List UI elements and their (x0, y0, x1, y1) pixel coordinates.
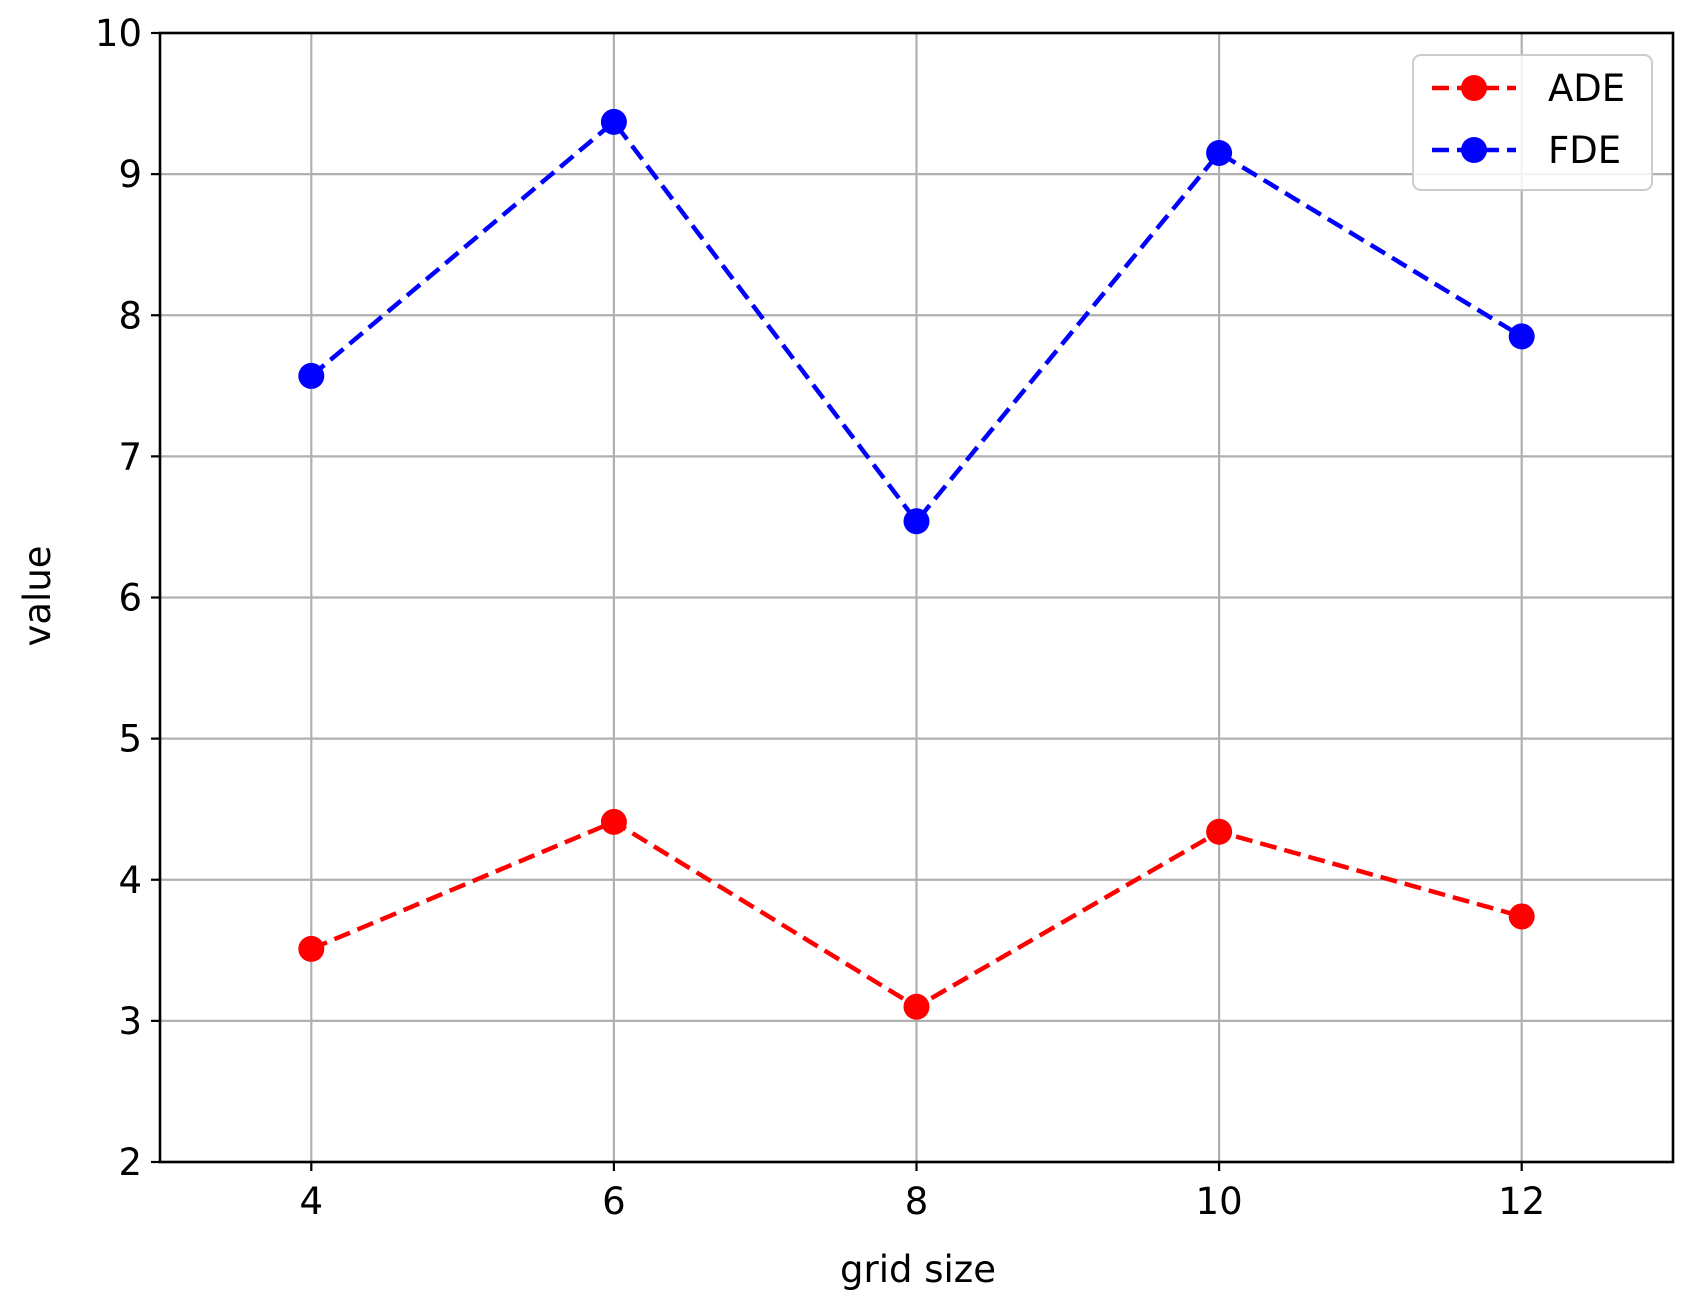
series-fde (298, 108, 1535, 535)
data-point-ade (1508, 903, 1535, 930)
y-tick-label: 8 (118, 294, 142, 337)
y-tick-label: 9 (118, 153, 142, 196)
y-tick-label: 6 (118, 577, 142, 620)
y-tick-label: 2 (118, 1141, 142, 1184)
legend-label-ade: ADE (1548, 67, 1625, 110)
data-point-ade (600, 808, 627, 835)
data-point-ade (1206, 818, 1233, 845)
y-tick-label: 10 (95, 12, 142, 55)
data-point-fde (600, 108, 627, 135)
legend-marker-ade (1461, 75, 1487, 101)
y-axis-label: value (16, 545, 59, 646)
y-tick-label: 4 (118, 859, 142, 902)
x-axis-label: grid size (840, 1248, 996, 1291)
y-tick-label: 5 (118, 718, 142, 761)
x-tick-label: 6 (602, 1180, 626, 1223)
data-point-fde (1206, 139, 1233, 166)
x-tick-label: 4 (300, 1180, 324, 1223)
x-tick-label: 12 (1498, 1180, 1545, 1223)
series-ade (298, 808, 1535, 1020)
legend-item-fde: FDE (1432, 129, 1621, 172)
legend-label-fde: FDE (1548, 129, 1621, 172)
data-point-fde (298, 362, 325, 389)
data-point-ade (298, 935, 325, 962)
data-point-ade (903, 993, 930, 1020)
series-line-fde (309, 118, 1523, 525)
x-tick-label: 10 (1196, 1180, 1243, 1223)
legend-item-ade: ADE (1432, 67, 1625, 110)
y-tick-label: 7 (118, 435, 142, 478)
x-axis-ticks: 4 6 8 10 12 (300, 1162, 1545, 1223)
legend: ADE FDE (1412, 54, 1653, 191)
x-tick-label: 8 (905, 1180, 929, 1223)
y-tick-label: 3 (118, 1000, 142, 1043)
y-axis-ticks: 2 3 4 5 6 7 8 9 10 (95, 12, 160, 1184)
data-point-fde (1508, 323, 1535, 350)
data-point-fde (903, 508, 930, 535)
legend-marker-fde (1461, 137, 1487, 163)
series-layer (298, 108, 1535, 1020)
